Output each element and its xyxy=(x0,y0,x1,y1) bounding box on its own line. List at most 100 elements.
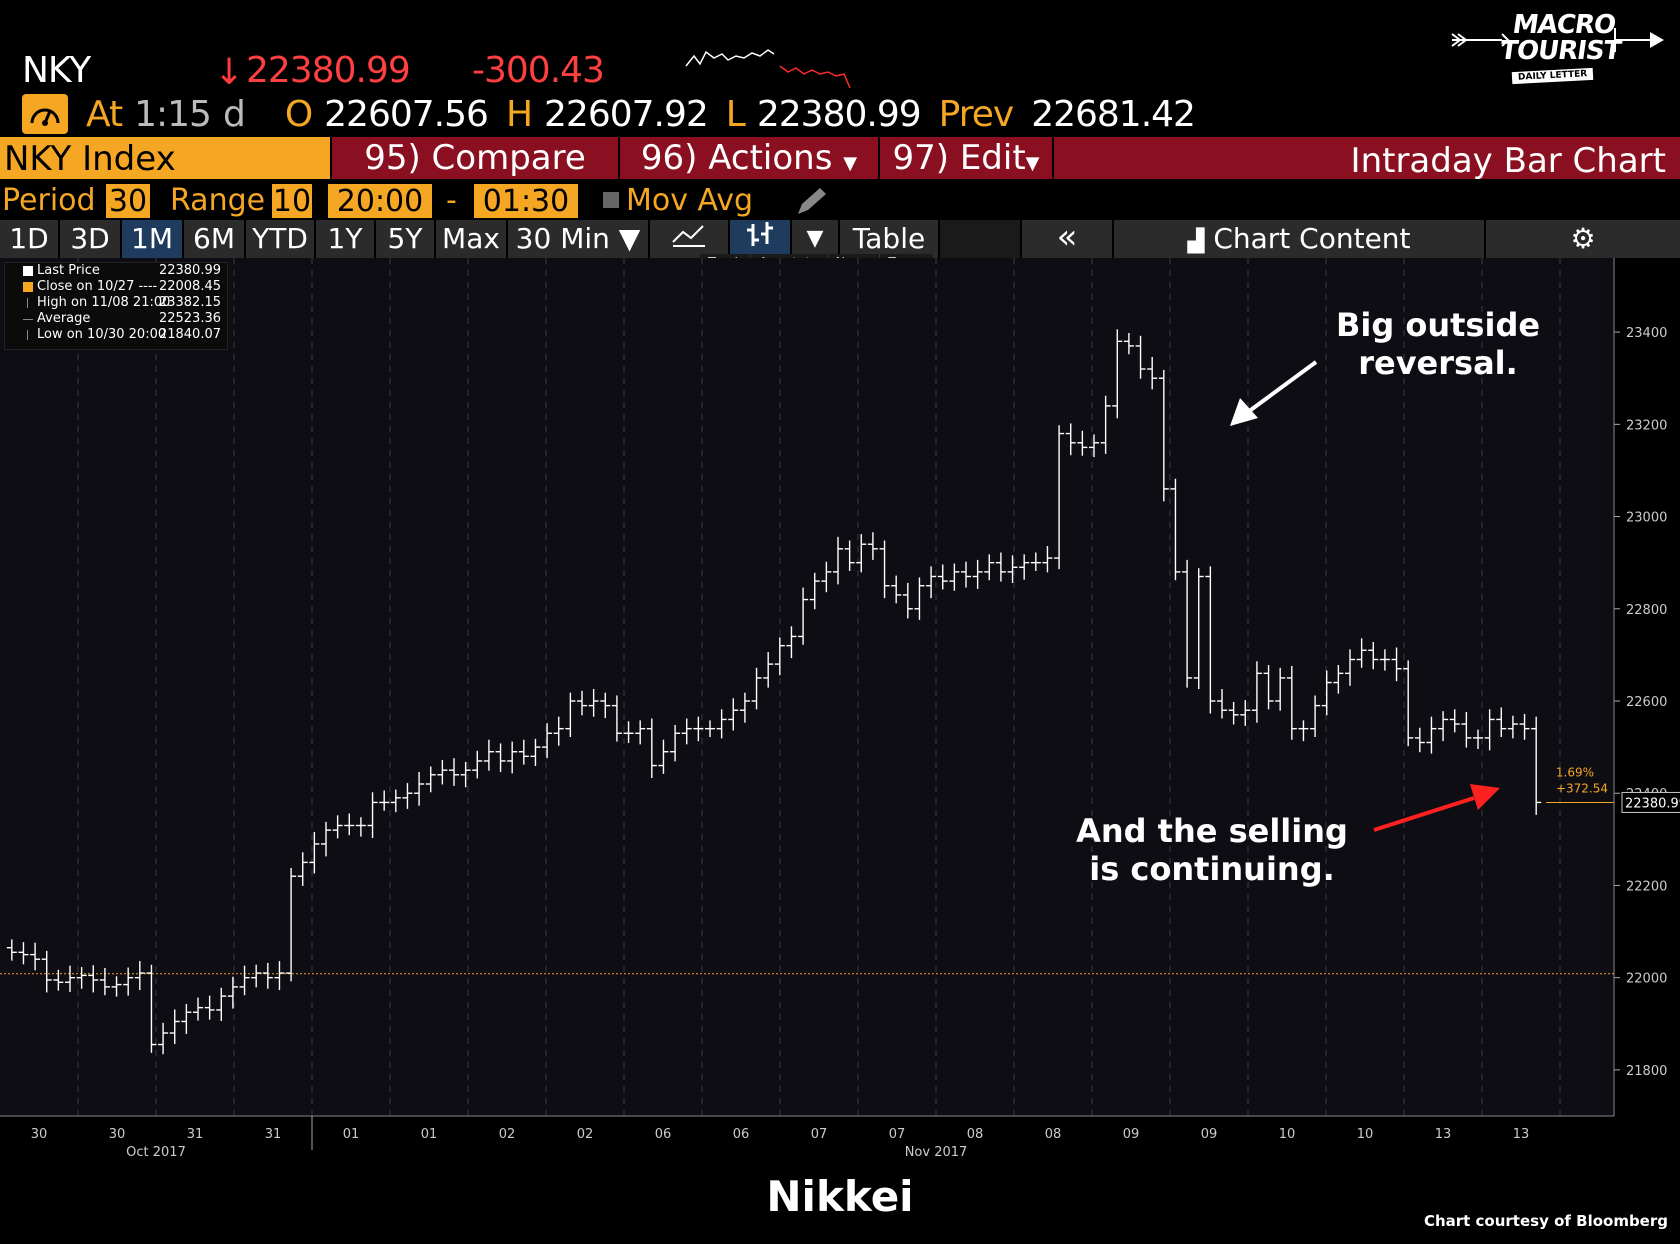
pencil-icon[interactable] xyxy=(794,184,830,218)
x-tick-label: 07 xyxy=(811,1127,828,1142)
chart-svg: 2180022000222002240022600228002300023200… xyxy=(0,258,1680,1160)
ohlc-bar xyxy=(1473,729,1483,749)
ohlc-bar xyxy=(1298,720,1309,742)
actions-button[interactable]: 96) Actions ▼ xyxy=(618,137,878,179)
ohlc-bar xyxy=(1077,430,1088,456)
high-value: 22607.92 xyxy=(544,93,709,135)
table-button[interactable]: Table xyxy=(840,220,940,258)
ohlc-bar xyxy=(321,821,331,857)
caret-down-icon: ▼ xyxy=(843,153,858,174)
ohlc-bar xyxy=(1007,555,1018,583)
ohlc-bar xyxy=(390,789,401,813)
legend: Last Price 22380.99 Close on 10/27 ---- 22… xyxy=(4,262,228,350)
ohlc-bar xyxy=(1519,713,1530,740)
ohlc-bar xyxy=(111,976,122,997)
ohlc-bar xyxy=(646,718,657,779)
prev-value: 22681.42 xyxy=(1031,93,1196,135)
ohlc-bar xyxy=(728,698,739,731)
collapse-button[interactable]: « xyxy=(1022,220,1114,258)
ohlc-bar xyxy=(460,761,471,788)
y-tick-label: 23000 xyxy=(1626,511,1667,526)
period-input[interactable]: 30 xyxy=(106,184,150,219)
x-tick-label: 06 xyxy=(655,1127,672,1142)
low-label: L xyxy=(725,93,746,135)
ohlc-bar xyxy=(169,1009,180,1045)
legend-label: Close on 10/27 ---- xyxy=(37,279,158,294)
ohlc-bar xyxy=(367,792,378,838)
tab-5y[interactable]: 5Y xyxy=(376,220,436,258)
ohlc-bar xyxy=(1193,568,1204,690)
chart-content-button[interactable]: ▟ Chart Content xyxy=(1114,220,1486,258)
net-change: -300.43 xyxy=(472,50,605,91)
ohlc-bar xyxy=(332,815,343,839)
ohlc-bar xyxy=(995,552,1006,582)
ohlc-bar xyxy=(577,690,587,716)
range-label: Range xyxy=(170,183,266,218)
chart-content-label: Chart Content xyxy=(1213,222,1411,255)
mov-avg-checkbox[interactable] xyxy=(603,192,619,208)
ohlc-bar xyxy=(6,939,17,961)
y-tick-label: 22600 xyxy=(1626,695,1667,710)
ohlc-bar xyxy=(30,942,41,971)
chart-type-dropdown[interactable]: ▼ xyxy=(792,220,840,258)
ohlc-bar xyxy=(856,534,867,573)
legend-swatch xyxy=(23,319,33,329)
ohlc-bar xyxy=(216,987,227,1022)
ohlc-bar xyxy=(658,739,669,774)
line-chart-icon[interactable] xyxy=(650,220,730,258)
ohlc-bar xyxy=(262,962,273,989)
tab-ytd[interactable]: YTD xyxy=(246,220,316,258)
tab-max[interactable]: Max xyxy=(436,220,508,258)
ohlc-bar xyxy=(1228,701,1239,725)
range-input[interactable]: 10 xyxy=(272,184,312,219)
ohlc-bar xyxy=(344,813,355,836)
ohlc-bar xyxy=(833,536,843,585)
ohlc-bar xyxy=(693,716,704,742)
ohlc-bar xyxy=(181,1003,192,1034)
range-toolbar: 1D 3D 1M 6M YTD 1Y 5Y Max 30 Min ▼ ▼ Tab… xyxy=(0,220,1680,258)
tab-1m[interactable]: 1M xyxy=(122,220,184,258)
at-label: At xyxy=(86,93,123,135)
legend-value: 23382.15 xyxy=(158,295,221,310)
tab-1y[interactable]: 1Y xyxy=(316,220,376,258)
ohlc-bar xyxy=(297,852,308,886)
ohlc-bar xyxy=(1100,395,1111,454)
compare-button[interactable]: 95) Compare xyxy=(330,137,618,179)
x-tick-label: 10 xyxy=(1279,1127,1296,1142)
ohlc-bar xyxy=(739,692,750,723)
x-tick-label: 08 xyxy=(967,1127,984,1142)
bar-chart-icon[interactable] xyxy=(730,220,792,258)
end-time-input[interactable]: 01:30 xyxy=(474,184,578,219)
ohlc-bar xyxy=(1531,716,1542,815)
gauge-icon[interactable] xyxy=(22,94,68,134)
x-tick-label: 08 xyxy=(1045,1127,1062,1142)
ohlc-bar xyxy=(611,695,622,742)
ohlc-bar xyxy=(18,942,29,965)
ohlc-bar xyxy=(402,783,413,809)
interval-select[interactable]: 30 Min ▼ xyxy=(508,220,650,258)
ticker-symbol: NKY xyxy=(22,50,91,91)
ohlc-bar xyxy=(53,969,64,991)
ohlc-bar xyxy=(972,559,983,589)
tab-1d[interactable]: 1D xyxy=(0,220,60,258)
start-time-input[interactable]: 20:00 xyxy=(328,184,432,219)
legend-value: 21840.07 xyxy=(158,327,221,342)
ohlc-bar xyxy=(1251,661,1262,723)
sparkline xyxy=(685,49,851,89)
ohlc-bar xyxy=(821,561,832,593)
x-tick-label: 10 xyxy=(1357,1127,1374,1142)
gear-icon[interactable]: ⚙ xyxy=(1486,220,1680,258)
mov-avg-label: Mov Avg xyxy=(626,183,754,218)
ohlc-bar xyxy=(1379,649,1390,671)
price-bars xyxy=(6,329,1614,1055)
chart-content-icon: ▟ xyxy=(1187,229,1205,254)
security-field[interactable]: NKY Index xyxy=(0,137,330,179)
tab-6m[interactable]: 6M xyxy=(184,220,246,258)
ohlc-bar xyxy=(425,766,436,793)
legend-label: Low on 10/30 20:00 xyxy=(37,327,167,342)
ohlc-bar xyxy=(530,738,541,767)
ohlc-bar xyxy=(588,689,599,717)
edit-button[interactable]: 97) Edit▼ xyxy=(878,137,1052,179)
ohlc-bar xyxy=(239,965,250,996)
tab-3d[interactable]: 3D xyxy=(60,220,122,258)
